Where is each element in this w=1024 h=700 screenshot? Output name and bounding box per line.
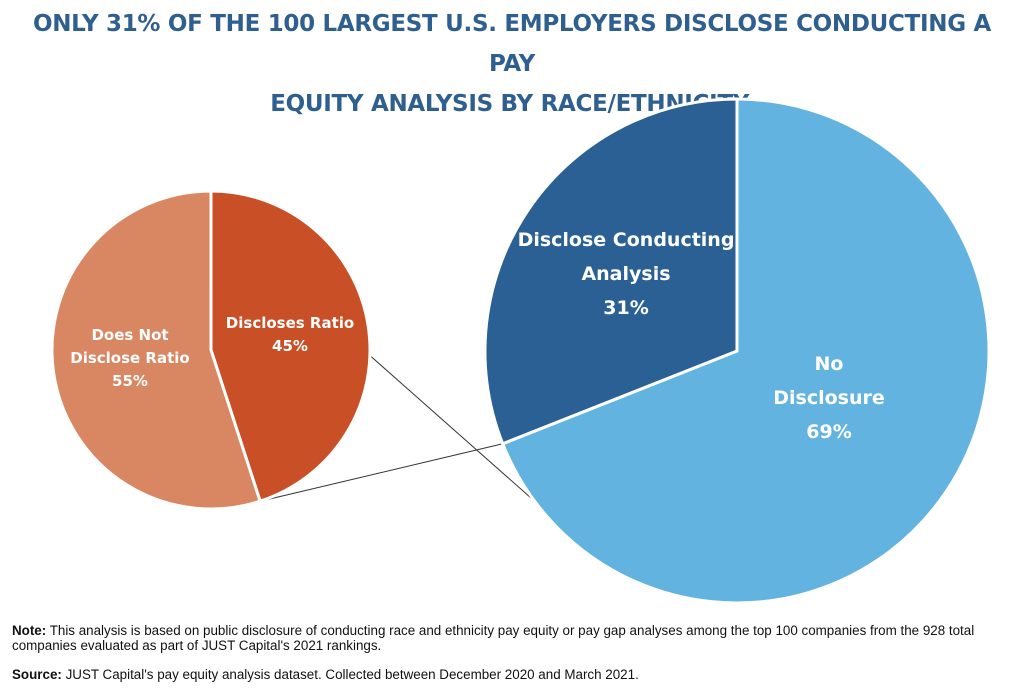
note-body: This analysis is based on public disclos… xyxy=(12,623,975,653)
slice-does-not-disclose-ratio xyxy=(50,189,263,511)
slice-no-disclosure xyxy=(500,97,991,605)
chart-title-line-1: ONLY 31% OF THE 100 LARGEST U.S. EMPLOYE… xyxy=(32,11,992,77)
slice-no-disclosure-label: No Disclosure 69% xyxy=(773,353,885,443)
large-pie: No Disclosure 69% Disclose Conducting Analys… xyxy=(483,97,991,605)
note-label: Note: xyxy=(12,623,47,638)
source-text: Source: JUST Capital's pay equity analys… xyxy=(12,667,1016,682)
slice-does-not-disclose-ratio-label: Does Not Disclose Ratio 55% xyxy=(70,326,189,390)
chart-title: ONLY 31% OF THE 100 LARGEST U.S. EMPLOYE… xyxy=(30,4,994,124)
source-label: Source: xyxy=(12,667,62,682)
slice-discloses-ratio xyxy=(209,189,372,504)
pie-of-pie-chart: Discloses Ratio 45% Does Not Disclose Ratio… xyxy=(50,97,991,605)
slice-disclose-conducting-analysis-label: Disclose Conducting Analysis 31% xyxy=(518,229,735,319)
slice-discloses-ratio-label: Discloses Ratio 45% xyxy=(226,314,354,355)
note-text: Note: This analysis is based on public d… xyxy=(12,623,1016,653)
small-pie: Discloses Ratio 45% Does Not Disclose Ratio… xyxy=(50,189,372,511)
connector-line-bottom xyxy=(260,443,503,502)
slice-disclose-conducting-analysis xyxy=(483,97,739,446)
source-body: JUST Capital's pay equity analysis datas… xyxy=(61,667,639,682)
